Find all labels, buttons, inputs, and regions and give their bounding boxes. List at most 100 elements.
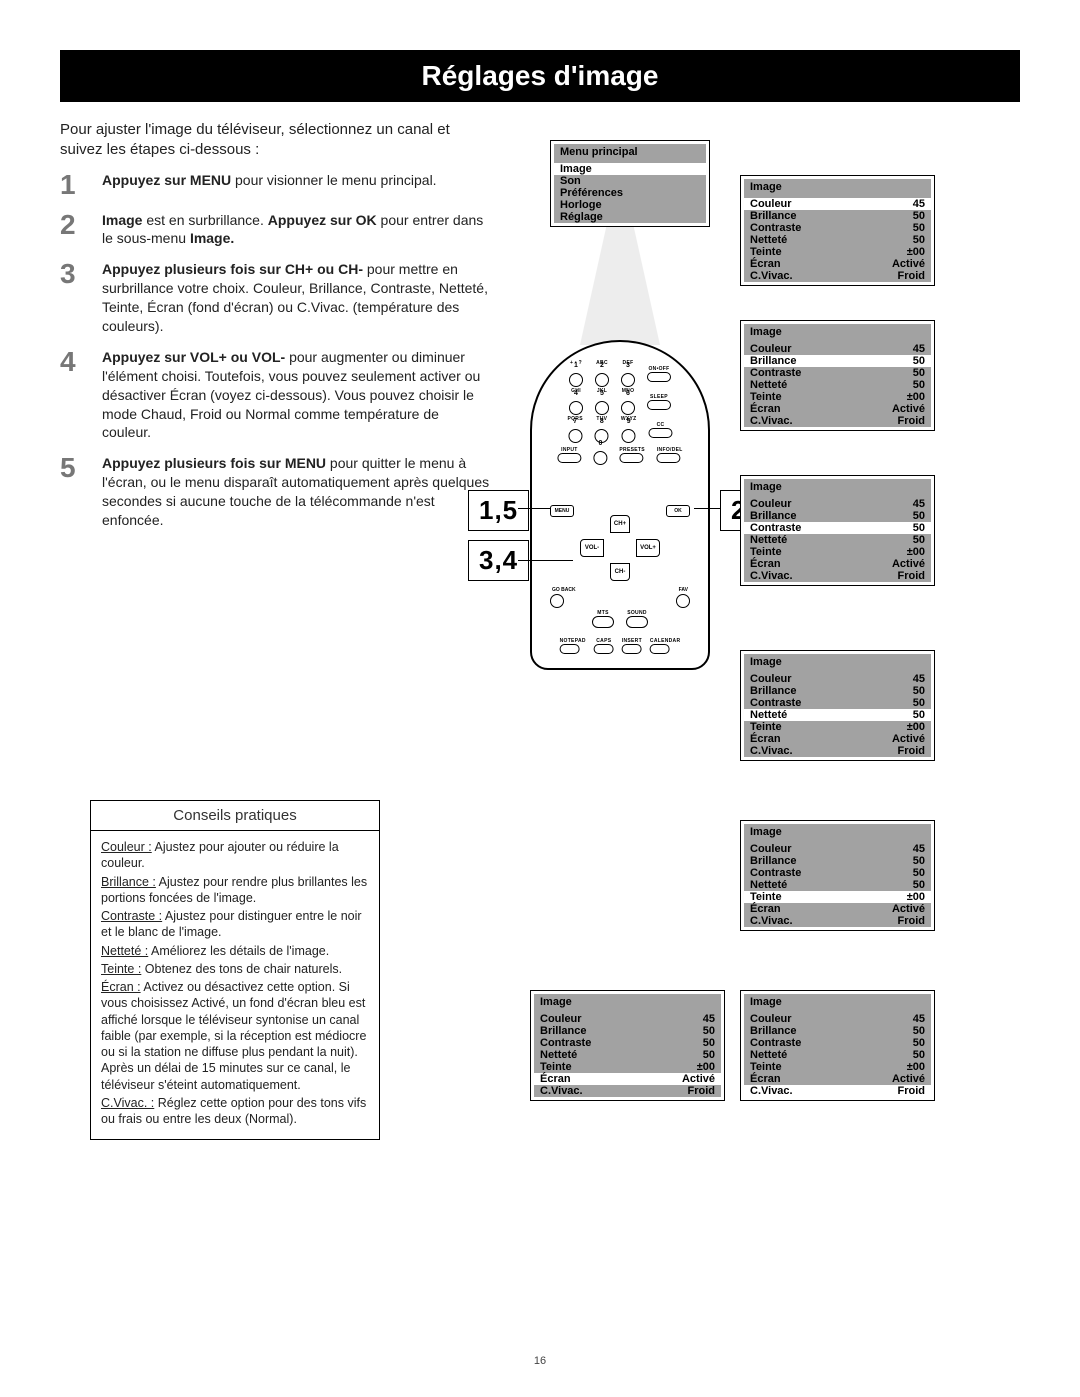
menu-button[interactable]: MENU bbox=[550, 505, 574, 517]
main-menu-title: Menu principal bbox=[554, 144, 706, 159]
image-menu-row: ÉcranActivé bbox=[744, 733, 931, 745]
image-menu-row: Teinte±00 bbox=[744, 546, 931, 558]
image-menu-row: C.Vivac.Froid bbox=[744, 745, 931, 757]
image-menu-row: Couleur45 bbox=[744, 843, 931, 855]
image-menu-row: Netteté50 bbox=[744, 534, 931, 546]
image-menu-box: ImageCouleur45Brillance50Contraste50Nett… bbox=[740, 650, 935, 761]
num-key-4[interactable]: 4 bbox=[569, 401, 583, 415]
remote-control: + • ?1ABC2DEF3ON•OFF GHI4JKL5MNO6SLEEP P… bbox=[530, 340, 710, 670]
image-menu-row: C.Vivac.Froid bbox=[744, 415, 931, 427]
remote-key[interactable] bbox=[649, 428, 673, 438]
image-menu-row: Brillance50 bbox=[744, 855, 931, 867]
step-number: 2 bbox=[60, 211, 88, 249]
image-menu-row: Netteté50 bbox=[534, 1049, 721, 1061]
remote-key[interactable] bbox=[647, 400, 671, 410]
info-key[interactable] bbox=[657, 453, 681, 463]
num-key-1[interactable]: 1 bbox=[569, 373, 583, 387]
bottom-key[interactable] bbox=[650, 644, 670, 654]
bottom-key[interactable] bbox=[594, 644, 614, 654]
image-menu-row: Netteté50 bbox=[744, 379, 931, 391]
step-body: Appuyez plusieurs fois sur CH+ ou CH- po… bbox=[102, 260, 490, 336]
num-key-0[interactable]: 0 bbox=[593, 451, 607, 465]
image-menu-title: Image bbox=[744, 179, 931, 194]
tip-item: Brillance : Ajustez pour rendre plus bri… bbox=[101, 874, 369, 907]
num-key-3[interactable]: 3 bbox=[621, 373, 635, 387]
vol-minus-button[interactable]: VOL- bbox=[580, 539, 604, 557]
mts-label: MTS bbox=[592, 610, 614, 616]
image-menu-row: Couleur45 bbox=[744, 198, 931, 210]
page-number: 16 bbox=[534, 1355, 546, 1367]
fav-button[interactable] bbox=[676, 594, 690, 608]
main-menu-box: Menu principal Image SonPréférencesHorlo… bbox=[550, 140, 710, 227]
step-body: Image est en surbrillance. Appuyez sur O… bbox=[102, 211, 490, 249]
image-menu-row: Contraste50 bbox=[744, 367, 931, 379]
image-menu-row: Teinte±00 bbox=[744, 246, 931, 258]
step-number: 4 bbox=[60, 348, 88, 442]
image-menu-row: ÉcranActivé bbox=[534, 1073, 721, 1085]
image-menu-row: Contraste50 bbox=[744, 1037, 931, 1049]
image-menu-row: Teinte±00 bbox=[744, 891, 931, 903]
image-menu-row: Brillance50 bbox=[534, 1025, 721, 1037]
ch-plus-button[interactable]: CH+ bbox=[610, 515, 630, 533]
tip-item: Couleur : Ajustez pour ajouter ou réduir… bbox=[101, 839, 369, 872]
image-menu-row: Brillance50 bbox=[744, 1025, 931, 1037]
image-menu-row: ÉcranActivé bbox=[744, 1073, 931, 1085]
image-menu-row: Contraste50 bbox=[744, 867, 931, 879]
image-menu-box: ImageCouleur45Brillance50Contraste50Nett… bbox=[530, 990, 725, 1101]
menu-item: Son bbox=[554, 175, 706, 187]
image-menu-title: Image bbox=[744, 994, 931, 1009]
image-menu-row: Couleur45 bbox=[744, 1013, 931, 1025]
step-number: 3 bbox=[60, 260, 88, 336]
num-key-5[interactable]: 5 bbox=[595, 401, 609, 415]
image-menu-row: ÉcranActivé bbox=[744, 903, 931, 915]
image-menu-row: Couleur45 bbox=[744, 498, 931, 510]
num-key-6[interactable]: 6 bbox=[621, 401, 635, 415]
menu-item: Réglage bbox=[554, 211, 706, 223]
goback-label: GO BACK bbox=[552, 587, 576, 593]
tip-item: Écran : Activez ou désactivez cette opti… bbox=[101, 979, 369, 1093]
image-menu-row: C.Vivac.Froid bbox=[744, 570, 931, 582]
presets-key[interactable] bbox=[619, 453, 643, 463]
tip-item: C.Vivac. : Réglez cette option pour des … bbox=[101, 1095, 369, 1128]
image-menu-title: Image bbox=[534, 994, 721, 1009]
image-menu-row: Contraste50 bbox=[744, 697, 931, 709]
intro-text: Pour ajuster l'image du téléviseur, séle… bbox=[60, 120, 480, 161]
image-menu-row: C.Vivac.Froid bbox=[744, 915, 931, 927]
input-key[interactable] bbox=[557, 453, 581, 463]
tips-box: Conseils pratiques Couleur : Ajustez pou… bbox=[90, 800, 380, 1140]
image-menu-row: ÉcranActivé bbox=[744, 403, 931, 415]
sound-label: SOUND bbox=[626, 610, 648, 616]
num-key-9[interactable]: 9 bbox=[622, 429, 636, 443]
num-key-2[interactable]: 2 bbox=[595, 373, 609, 387]
steps-list: 1Appuyez sur MENU pour visionner le menu… bbox=[60, 171, 490, 530]
callout-1-5: 1,5 bbox=[468, 490, 529, 531]
vol-plus-button[interactable]: VOL+ bbox=[636, 539, 660, 557]
image-menu-row: C.Vivac.Froid bbox=[744, 270, 931, 282]
step-number: 5 bbox=[60, 454, 88, 530]
sound-button[interactable] bbox=[626, 616, 648, 628]
bottom-key[interactable] bbox=[622, 644, 642, 654]
num-key-7[interactable]: 7 bbox=[568, 429, 582, 443]
goback-button[interactable] bbox=[550, 594, 564, 608]
image-menu-row: Teinte±00 bbox=[744, 391, 931, 403]
ch-minus-button[interactable]: CH- bbox=[610, 563, 630, 581]
step-body: Appuyez sur MENU pour visionner le menu … bbox=[102, 171, 437, 199]
image-menu-box: ImageCouleur45Brillance50Contraste50Nett… bbox=[740, 475, 935, 586]
bottom-key[interactable] bbox=[560, 644, 580, 654]
image-menu-row: Brillance50 bbox=[744, 355, 931, 367]
image-menu-row: Contraste50 bbox=[744, 522, 931, 534]
image-menu-row: Teinte±00 bbox=[744, 721, 931, 733]
menu-item: Horloge bbox=[554, 199, 706, 211]
remote-key[interactable] bbox=[647, 372, 671, 382]
nav-pad[interactable]: CH+ CH- VOL- VOL+ bbox=[580, 515, 660, 581]
main-menu-sel: Image bbox=[560, 163, 592, 175]
step-body: Appuyez sur VOL+ ou VOL- pour augmenter … bbox=[102, 348, 490, 442]
mts-button[interactable] bbox=[592, 616, 614, 628]
tips-title: Conseils pratiques bbox=[91, 801, 379, 831]
image-menu-row: Netteté50 bbox=[744, 709, 931, 721]
image-menu-box: ImageCouleur45Brillance50Contraste50Nett… bbox=[740, 990, 935, 1101]
tip-item: Teinte : Obtenez des tons de chair natur… bbox=[101, 961, 369, 977]
image-menu-row: Contraste50 bbox=[744, 222, 931, 234]
ok-button[interactable]: OK bbox=[666, 505, 690, 517]
fav-label: FAV bbox=[679, 587, 688, 593]
